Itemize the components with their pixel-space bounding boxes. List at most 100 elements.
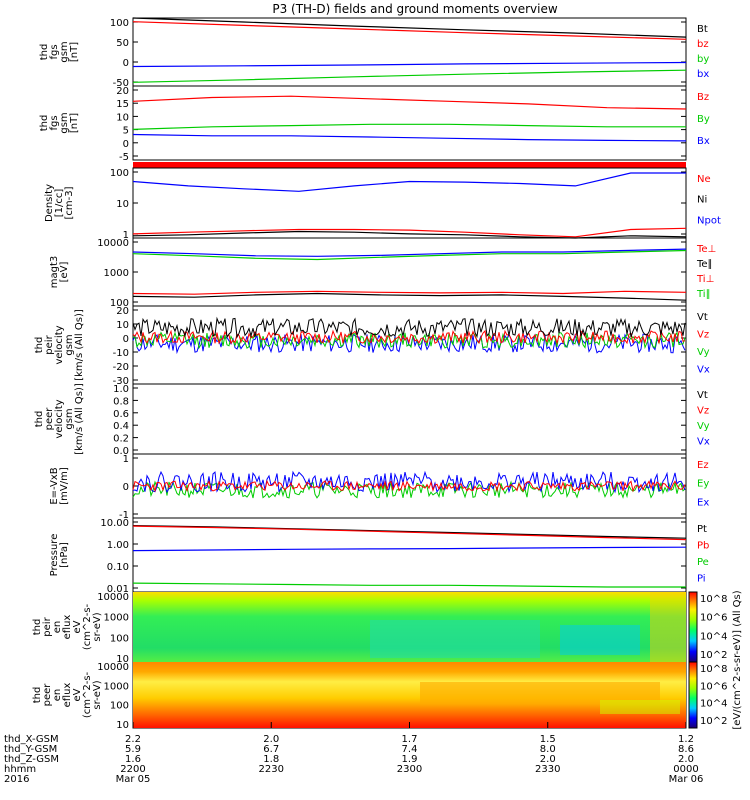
ytick-label: 0 <box>123 58 129 69</box>
ytick-label: 10 <box>116 112 129 123</box>
ytick-label: 1000 <box>104 681 129 692</box>
legend-peer: Vx <box>697 437 710 448</box>
colorbar-tick: 10^4 <box>700 631 727 642</box>
series-magt3-1 <box>132 249 687 261</box>
chart-title: P3 (TH-D) fields and ground moments over… <box>272 2 557 16</box>
legend-density: Ni <box>697 195 707 206</box>
xtick-label: 6.7 <box>263 744 279 755</box>
series-efield <box>132 480 686 499</box>
xtick-label: 2.0 <box>263 734 279 745</box>
series-fgs-1 <box>132 21 687 40</box>
ytick-label: 100 <box>110 168 129 179</box>
ylabel-line: [eV] <box>59 262 70 283</box>
series-fgs-2 <box>132 69 687 83</box>
ytick-label: 0.01 <box>107 584 129 595</box>
ytick-label: 1.00 <box>107 540 129 551</box>
panel-frame-pressure <box>132 517 687 593</box>
x-row-label: hhmm <box>4 764 36 775</box>
legend-pressure: Pb <box>697 541 709 552</box>
legend-density: Ne <box>697 174 711 185</box>
ytick-label: 0.4 <box>113 421 129 432</box>
colorbar-peer <box>688 661 698 729</box>
ytick-label: 100 <box>110 298 129 309</box>
ylabel-line: peer <box>42 683 53 707</box>
ytick-label: 0.6 <box>113 409 129 420</box>
legend-fgs: bx <box>697 69 709 80</box>
ytick-label: 100 <box>110 18 129 29</box>
x-row-label: thd_Y-GSM <box>4 744 57 755</box>
ylabel-line: thd <box>39 115 50 132</box>
ytick-label: 10 <box>116 654 129 665</box>
series-velocity <box>132 329 686 345</box>
colorbar-tick: 10^2 <box>700 650 727 661</box>
ylabel-line: peir <box>42 616 53 636</box>
ytick-label: 15 <box>116 99 129 110</box>
xtick-label: 0000 <box>673 764 698 775</box>
ytick-label: 0 <box>123 139 129 150</box>
ylabel-line: [cm-3] <box>64 186 75 219</box>
ytick-label: 1000 <box>104 613 129 624</box>
colorbar-peir <box>688 591 698 663</box>
ylabel-line: eV <box>72 620 83 633</box>
legend-magt3: Te∥ <box>696 259 713 270</box>
ylabel-line: fgs <box>49 44 60 59</box>
xtick-label: 1.8 <box>263 754 279 765</box>
spectrogram-peer <box>133 662 686 728</box>
ylabel-pressure: Pressure [nPa] <box>49 534 70 577</box>
ylabel-line: thd <box>32 687 43 704</box>
ylabel-line: fgs <box>49 115 60 130</box>
legend-fgs: Bt <box>697 24 708 35</box>
ylabel-line: peer <box>44 407 55 431</box>
ytick-label: 1 <box>123 230 129 241</box>
legend-magt3: Te⊥ <box>696 244 716 255</box>
ylabel-line: thd <box>39 44 50 61</box>
legend-peir: Vz <box>697 330 709 341</box>
ylabel-line: eflux <box>62 683 73 708</box>
ytick-label: -20 <box>113 362 129 373</box>
ytick-label: 10 <box>116 720 129 731</box>
series-magt3-3 <box>132 292 687 301</box>
series-density-0 <box>132 172 686 192</box>
ylabel-line: en <box>52 689 63 702</box>
xtick-label: 2.0 <box>540 754 556 765</box>
ytick-label: 100 <box>110 633 129 644</box>
ytick-label: -30 <box>113 376 129 387</box>
ylabel-line: [1/cc] <box>54 189 65 218</box>
series-pressure-3 <box>132 582 686 588</box>
ylabel-fgs_gsm: thd fgs gsm [nT] <box>39 112 80 133</box>
ytick-label: 20 <box>116 306 129 317</box>
legend-magt3: Ti∥ <box>696 289 711 300</box>
ytick-label: 10000 <box>97 592 129 603</box>
ylabel-line: gsm <box>59 41 70 62</box>
colorbar-tick: 10^6 <box>700 613 727 624</box>
ytick-label: 10.00 <box>100 518 129 529</box>
xtick-label: 2200 <box>120 764 145 775</box>
ylabel-line: en <box>52 621 63 634</box>
panel-frame-peer <box>132 383 687 455</box>
status-bar <box>133 162 686 168</box>
xtick-label: 2330 <box>535 764 560 775</box>
legend-efield: Ex <box>697 497 709 508</box>
ytick-label: 10000 <box>97 238 129 249</box>
series-fgs-3 <box>132 61 687 68</box>
legend-fgs: by <box>697 54 709 65</box>
ytick-label: -5 <box>119 152 129 163</box>
legend-peer: Vt <box>697 390 708 401</box>
ylabel-peir_eflux: thd peir en eflux eV (cm^2-s-sr-eV) <box>32 603 103 650</box>
ylabel-line: magt3 <box>49 256 60 289</box>
panel-frame-fgs_gsm <box>132 85 687 161</box>
legend-magt3: Ti⊥ <box>696 274 714 285</box>
ytick-label: -1 <box>119 510 129 521</box>
ylabel-line: sr-eV) <box>92 680 103 709</box>
colorbar-tick: 10^8 <box>700 594 727 605</box>
legend-efield: Ez <box>697 460 709 471</box>
ylabel-line: Density <box>44 184 55 222</box>
ytick-label: 0.0 <box>113 446 129 457</box>
xtick-label: 7.4 <box>402 744 418 755</box>
ylabel-line: (cm^2-s- <box>82 671 93 718</box>
ylabel-peer: thd peer velocity gsm [km/s (All Qs)] <box>34 383 85 455</box>
x-row-label: thd_Z-GSM <box>4 754 59 765</box>
xtick-label: Mar 06 <box>669 774 704 785</box>
series-fgs_gsm-1 <box>132 123 686 130</box>
ytick-label: -50 <box>113 78 129 89</box>
